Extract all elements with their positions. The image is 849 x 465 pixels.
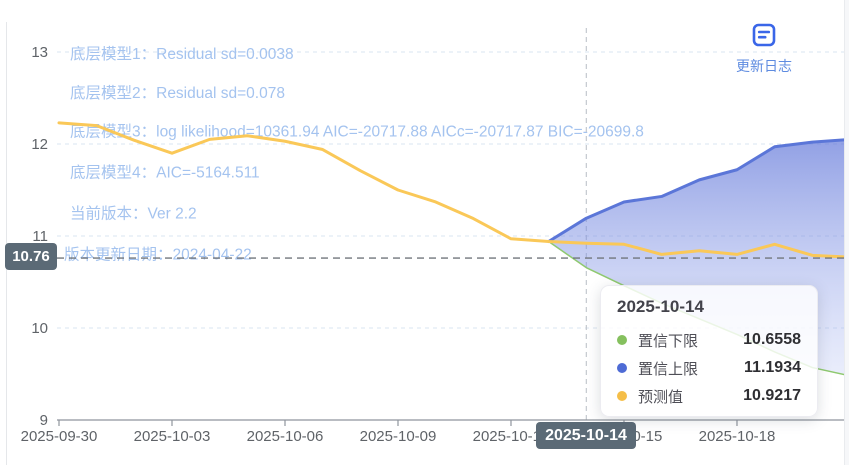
forecast-label: 预测值 <box>638 388 684 406</box>
x-tick-label: 2025-09-30 <box>21 428 98 445</box>
axes: 2025-09-30 2025-10-03 2025-10-06 2025-10-09… <box>21 44 849 445</box>
x-tick-label: 2025-10-09 <box>360 428 437 445</box>
tooltip-row-lower-bound: 置信下限 10.6558 <box>617 326 801 354</box>
upper-bound-label: 置信上限 <box>638 360 699 378</box>
annotation-model-3: 底层模型3：log likelihood=10361.94 AIC=-20717… <box>70 123 644 141</box>
x-axis-date-badge: 2025-10-14 <box>536 422 636 449</box>
update-log-button[interactable]: 更新日志 <box>727 22 801 74</box>
annotation-model-2: 底层模型2：Residual sd=0.078 <box>70 84 285 102</box>
annotation-version-date: 版本更新日期：2024-04-22 <box>64 246 252 264</box>
x-tick-label: 2025-10-18 <box>699 428 776 445</box>
lower-bound-dot-icon <box>617 335 627 345</box>
changelog-icon[interactable] <box>751 22 777 48</box>
update-log-label[interactable]: 更新日志 <box>736 58 792 74</box>
forecast-value: 10.9217 <box>743 387 801 404</box>
lower-bound-value: 10.6558 <box>743 331 801 348</box>
model-annotations: 底层模型1：Residual sd=0.0038 底层模型2：Residual … <box>64 45 644 264</box>
annotation-model-4: 底层模型4：AIC=-5164.511 <box>70 164 260 182</box>
y-tick-label: 10 <box>31 320 48 337</box>
tooltip-date: 2025-10-14 <box>617 297 704 316</box>
tooltip-row-upper-bound: 置信上限 11.1934 <box>617 354 801 382</box>
y-axis-value-badge: 10.76 <box>5 243 57 270</box>
annotation-model-1: 底层模型1：Residual sd=0.0038 <box>70 45 294 63</box>
x-tick-label: 2025-10-03 <box>134 428 211 445</box>
annotation-current-version: 当前版本：Ver 2.2 <box>70 205 197 223</box>
x-tick-label: 2025-10-06 <box>247 428 324 445</box>
tooltip-row-forecast: 预测值 10.9217 <box>617 382 801 410</box>
y-tick-label: 9 <box>40 412 48 429</box>
upper-bound-value: 11.1934 <box>744 359 801 376</box>
upper-bound-dot-icon <box>617 363 627 373</box>
x-tick-label: 2025-10-12 <box>473 428 550 445</box>
y-tick-label: 13 <box>31 44 48 61</box>
chart-tooltip: 2025-10-14 置信下限 10.6558 置信上限 11.1934 预测值… <box>600 285 818 417</box>
y-tick-label: 11 <box>32 228 48 245</box>
forecast-dot-icon <box>617 391 627 401</box>
y-tick-label: 12 <box>31 136 48 153</box>
lower-bound-label: 置信下限 <box>638 332 699 350</box>
panel-right-border <box>844 0 849 465</box>
